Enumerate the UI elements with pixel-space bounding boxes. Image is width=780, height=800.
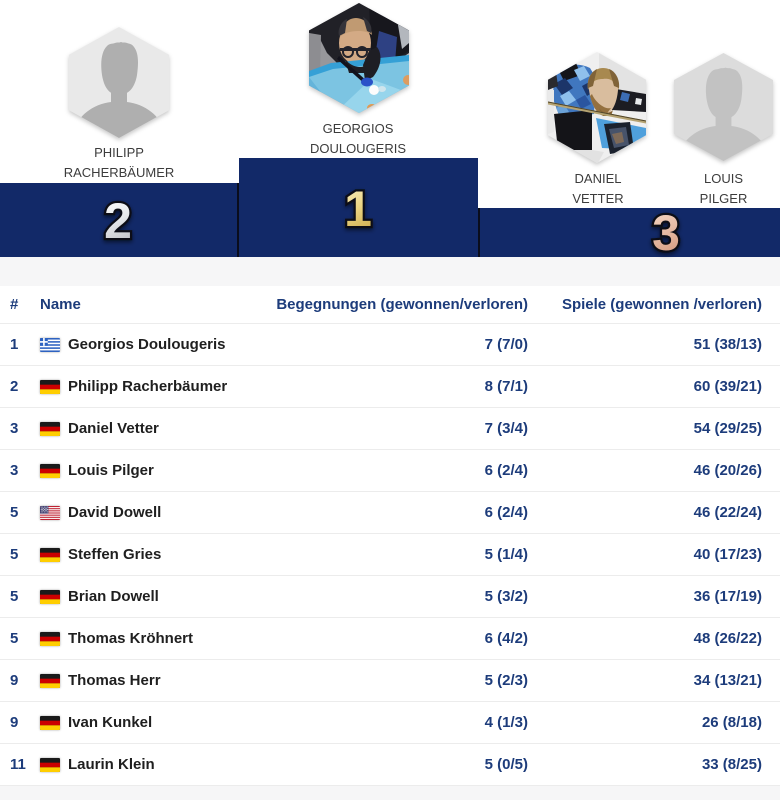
- svg-text:1: 1: [344, 181, 372, 237]
- svg-text:3: 3: [652, 205, 680, 261]
- svg-text:2: 2: [104, 193, 132, 249]
